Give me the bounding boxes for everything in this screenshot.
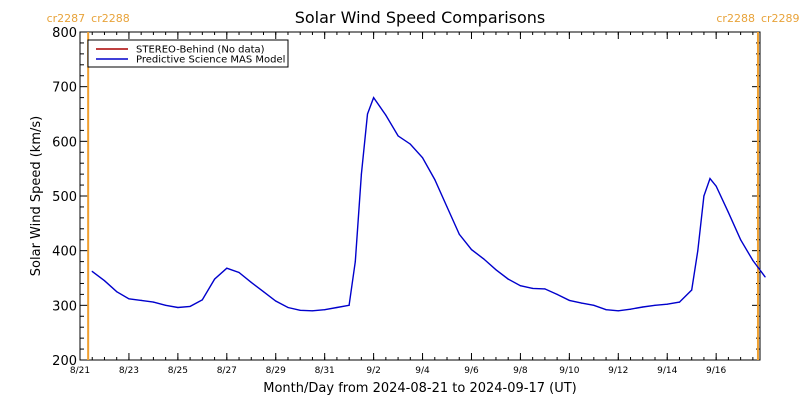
carrington-label-left: cr2287	[47, 12, 86, 25]
series-point	[348, 304, 350, 306]
series-point	[226, 267, 228, 269]
x-tick-label: 9/2	[366, 366, 380, 376]
x-tick-label: 9/10	[559, 366, 579, 376]
x-tick-label: 8/29	[266, 366, 286, 376]
y-tick-label: 400	[52, 245, 77, 260]
series-point	[299, 309, 301, 311]
series-point	[556, 293, 558, 295]
series-point	[397, 135, 399, 137]
plot-area: 200 300 400 500 600 700 800 8/21 8/23 8/25 8/27 8/2…	[47, 12, 800, 376]
series-point	[691, 289, 693, 291]
y-tick-label: 700	[52, 81, 77, 96]
carrington-label-right: cr2288	[91, 12, 130, 25]
x-tick-label: 9/16	[706, 366, 726, 376]
series-point	[593, 304, 595, 306]
series-point	[715, 185, 717, 187]
series-point	[189, 305, 191, 307]
series-point	[103, 280, 106, 282]
series-point	[385, 114, 387, 116]
series-point	[238, 271, 240, 274]
series-point	[434, 179, 436, 181]
series-point	[629, 308, 632, 310]
series-point	[324, 309, 326, 311]
series-point	[764, 276, 766, 278]
series-point	[666, 303, 668, 305]
chart-title: Solar Wind Speed Comparisons	[295, 8, 546, 27]
y-tick-label: 500	[52, 190, 77, 205]
y-tick-label: 600	[52, 135, 77, 150]
series-point	[697, 250, 699, 252]
series-point	[336, 306, 338, 309]
x-tick-label: 9/8	[513, 366, 528, 376]
series-point	[654, 304, 656, 306]
series-point	[519, 285, 522, 287]
legend-label: Predictive Science MAS Model	[136, 55, 285, 66]
x-tick-label: 9/6	[464, 366, 479, 376]
series-point	[421, 157, 424, 159]
series-point	[458, 233, 460, 235]
x-tick-label: 9/12	[608, 366, 628, 376]
x-axis-title: Month/Day from 2024-08-21 to 2024-09-17 …	[263, 381, 576, 396]
y-tick-label: 800	[52, 26, 77, 41]
series-point	[287, 306, 289, 309]
x-tick-label: 8/21	[70, 366, 90, 376]
series-point	[311, 310, 313, 312]
series-point	[152, 301, 154, 303]
x-tick-label: 8/31	[315, 366, 335, 376]
series-point	[177, 306, 179, 309]
y-tick-label: 200	[52, 354, 77, 369]
carrington-label-right: cr2289	[761, 12, 800, 25]
series-point	[275, 300, 277, 302]
series-point	[366, 113, 369, 115]
series-point	[262, 291, 265, 293]
series-point	[165, 304, 167, 306]
series-point	[568, 299, 571, 301]
series-point	[483, 258, 485, 260]
y-axis-title: Solar Wind Speed (km/s)	[29, 116, 44, 276]
carrington-label-left: cr2288	[716, 12, 755, 25]
series-line	[91, 96, 766, 312]
series-point	[752, 259, 754, 262]
plot-frame	[79, 31, 761, 361]
series-point	[581, 302, 583, 304]
series-point	[617, 310, 619, 312]
y-tick-label: 300	[52, 299, 77, 314]
series-point	[703, 195, 705, 197]
legend-label: STEREO-Behind (No data)	[136, 45, 265, 56]
series-point	[250, 281, 252, 283]
series-point	[532, 287, 534, 289]
series-point	[354, 261, 356, 263]
series-point	[201, 299, 203, 301]
series-point	[544, 288, 546, 290]
series-point	[605, 309, 607, 311]
series-point	[128, 298, 130, 300]
series-point	[360, 173, 362, 175]
series-point	[507, 278, 509, 280]
x-tick-label: 9/14	[657, 366, 677, 376]
series-point	[678, 301, 681, 303]
series-point	[470, 249, 473, 251]
series-point	[409, 143, 411, 145]
series-point	[214, 278, 216, 280]
series-point	[740, 239, 742, 241]
x-tick-label: 8/27	[217, 366, 237, 376]
series-point	[116, 291, 118, 293]
series-point	[727, 211, 730, 213]
series-point	[446, 206, 448, 208]
series-point	[373, 97, 375, 99]
series-point	[495, 269, 497, 271]
x-tick-label: 8/23	[119, 366, 139, 376]
series-point	[642, 306, 644, 308]
x-tick-label: 9/4	[415, 366, 430, 376]
legend-box	[87, 39, 289, 68]
series-point	[91, 270, 93, 272]
series-point	[140, 299, 142, 301]
series-point	[709, 177, 711, 180]
x-tick-label: 8/25	[168, 366, 188, 376]
